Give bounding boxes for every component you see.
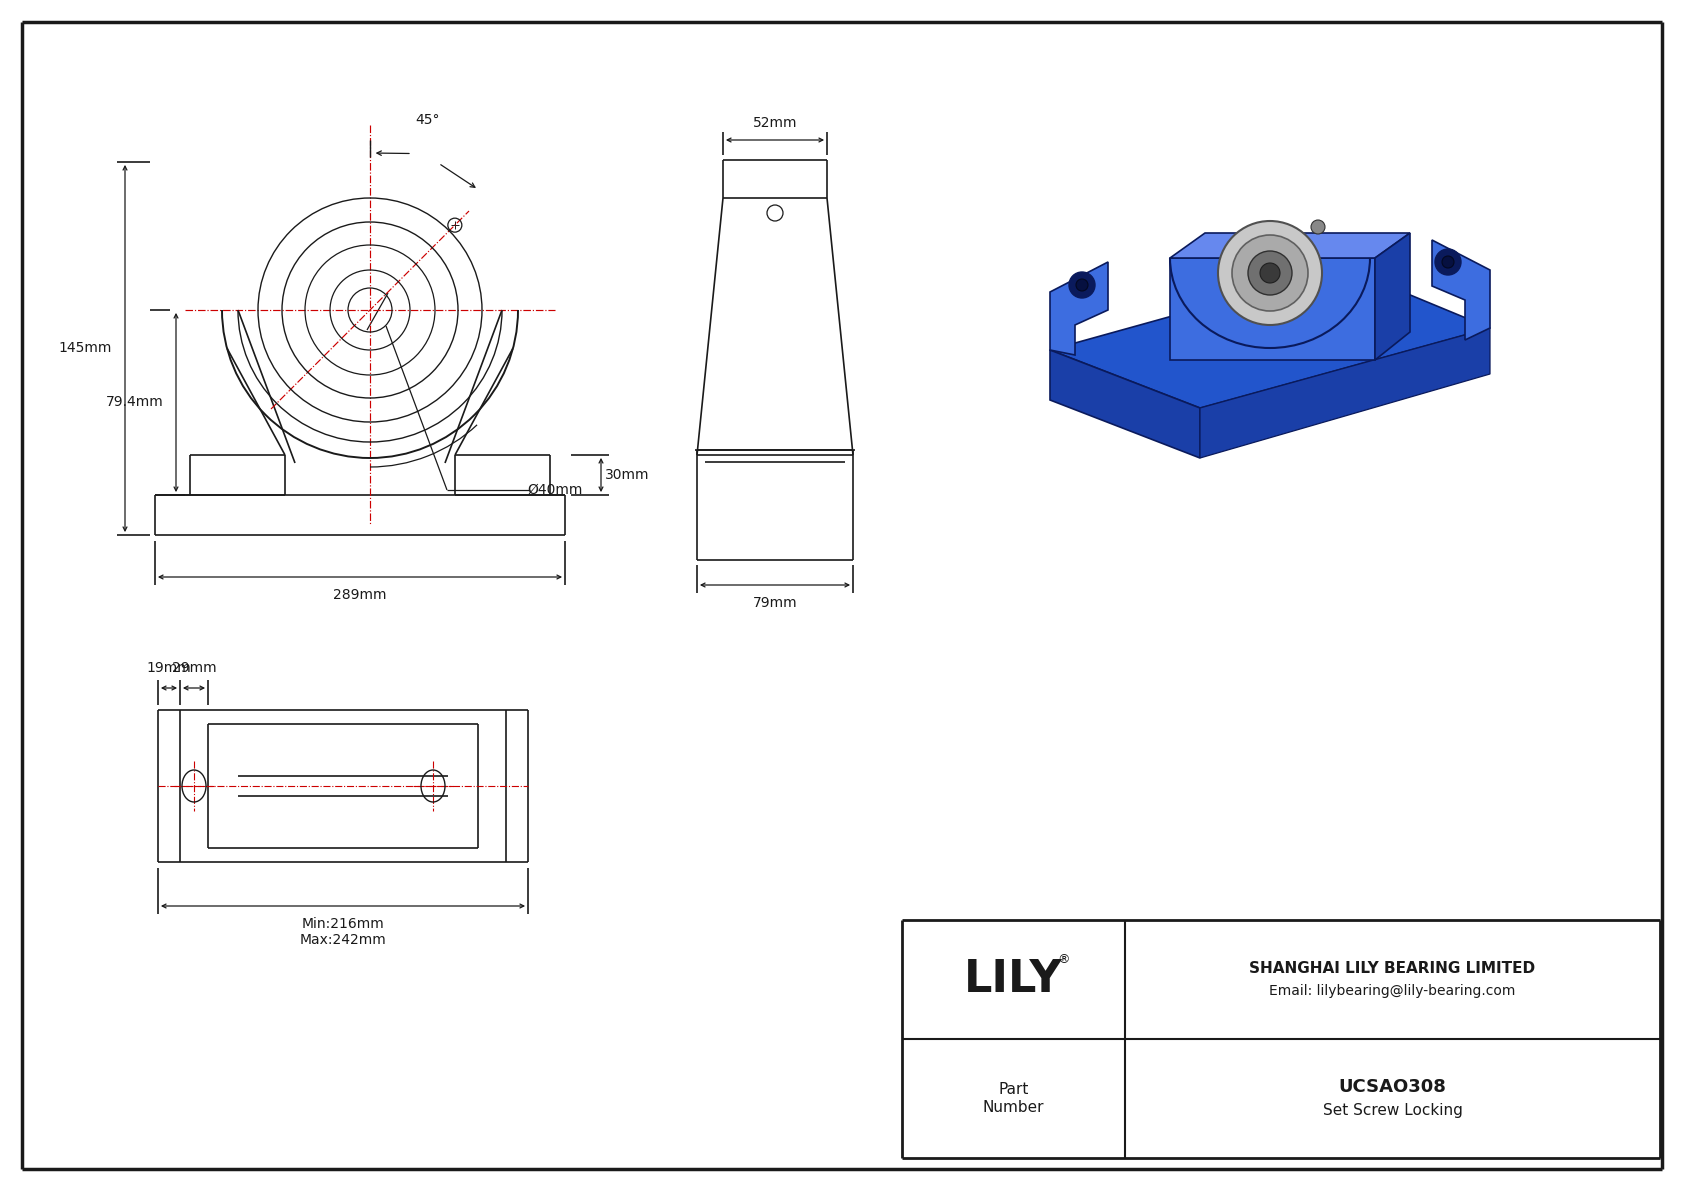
Polygon shape	[1051, 350, 1201, 459]
Text: 52mm: 52mm	[753, 116, 797, 130]
Text: Ø40mm: Ø40mm	[527, 484, 583, 497]
Polygon shape	[1376, 233, 1410, 360]
Text: Set Screw Locking: Set Screw Locking	[1322, 1103, 1462, 1118]
Text: 30mm: 30mm	[605, 468, 650, 482]
Circle shape	[1248, 251, 1292, 295]
Text: ®: ®	[1058, 953, 1069, 966]
Text: Part
Number: Part Number	[983, 1083, 1044, 1115]
Text: LILY: LILY	[965, 958, 1063, 1000]
Polygon shape	[1201, 328, 1490, 459]
Circle shape	[1312, 220, 1325, 233]
Circle shape	[1233, 235, 1308, 311]
Text: 45°: 45°	[416, 113, 440, 127]
Text: Max:242mm: Max:242mm	[300, 933, 386, 947]
Text: 19mm: 19mm	[147, 661, 192, 675]
Text: Min:216mm: Min:216mm	[301, 917, 384, 931]
Text: UCSAO308: UCSAO308	[1339, 1078, 1447, 1096]
Text: Email: lilybearing@lily-bearing.com: Email: lilybearing@lily-bearing.com	[1270, 984, 1516, 998]
Polygon shape	[1051, 268, 1490, 409]
Text: 79mm: 79mm	[753, 596, 797, 610]
Text: SHANGHAI LILY BEARING LIMITED: SHANGHAI LILY BEARING LIMITED	[1250, 961, 1536, 975]
Polygon shape	[1051, 262, 1108, 355]
Circle shape	[1435, 249, 1462, 275]
Circle shape	[1442, 256, 1453, 268]
Text: 29mm: 29mm	[172, 661, 216, 675]
Circle shape	[1069, 272, 1095, 298]
Text: 289mm: 289mm	[333, 588, 387, 601]
Circle shape	[1260, 263, 1280, 283]
Polygon shape	[1170, 258, 1376, 360]
Circle shape	[1218, 222, 1322, 325]
Polygon shape	[1170, 233, 1410, 258]
Polygon shape	[1431, 241, 1490, 339]
Circle shape	[1076, 279, 1088, 291]
Text: 79.4mm: 79.4mm	[106, 395, 163, 410]
Text: 145mm: 145mm	[59, 342, 111, 355]
